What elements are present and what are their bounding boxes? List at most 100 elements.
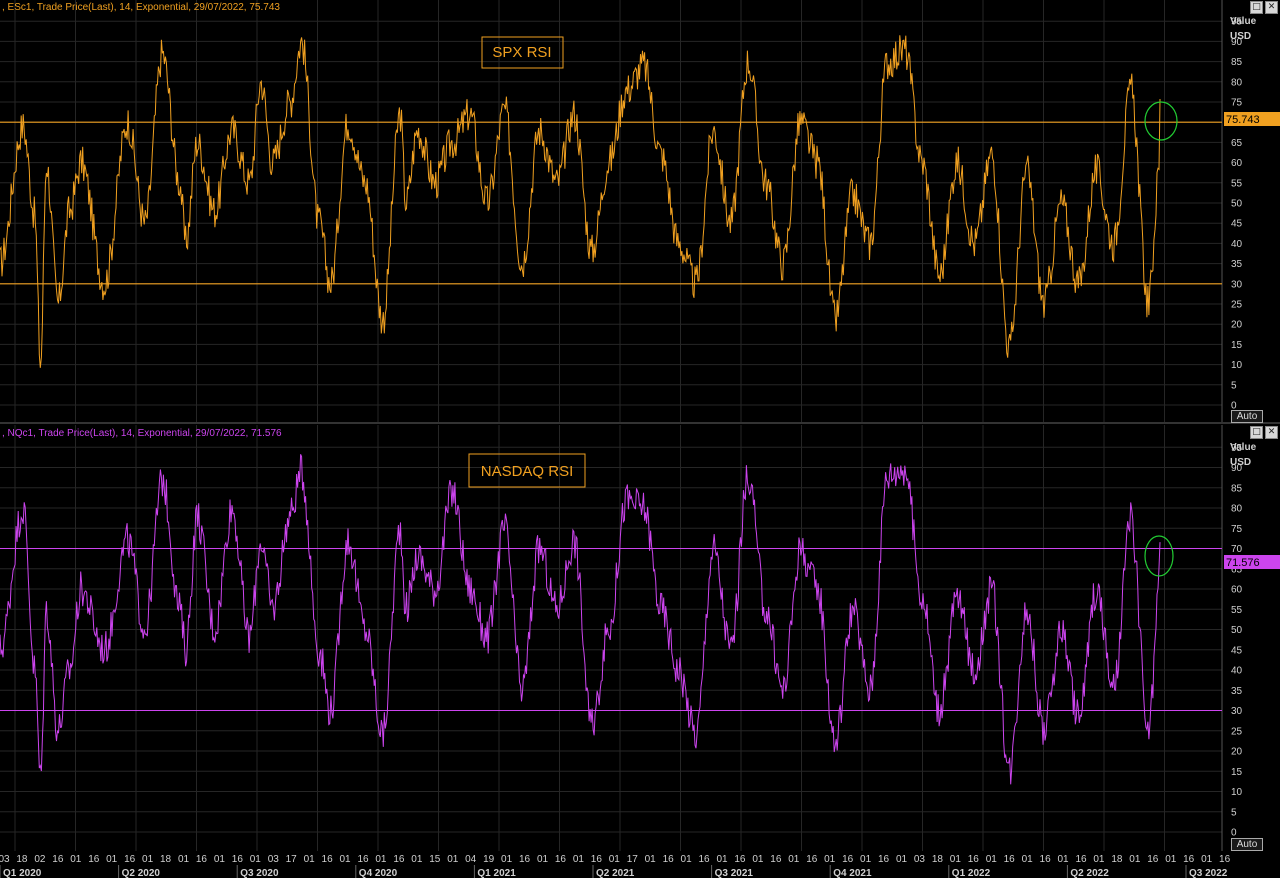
y-tick-label: 0 xyxy=(1231,828,1237,839)
x-tick-label: 17 xyxy=(627,854,639,865)
x-tick-label: 16 xyxy=(878,854,890,865)
x-tick-label: 16 xyxy=(1075,854,1087,865)
spx-last-value: 75.743 xyxy=(1226,114,1260,126)
x-tick-label: 01 xyxy=(645,854,657,865)
nasdaq-maximize-icon[interactable]: □ xyxy=(1250,426,1263,439)
x-tick-label: 01 xyxy=(339,854,351,865)
y-tick-label: 85 xyxy=(1231,483,1243,494)
x-tick-label: 16 xyxy=(1219,854,1231,865)
y-tick-label: 45 xyxy=(1231,219,1243,230)
y-tick-label: 25 xyxy=(1231,300,1243,311)
x-tick-label: 01 xyxy=(752,854,764,865)
x-tick-label: 19 xyxy=(483,854,495,865)
x-period-label: Q3 2022 xyxy=(1189,868,1228,878)
spx-auto-button[interactable]: Auto xyxy=(1231,410,1263,423)
y-tick-label: 40 xyxy=(1231,666,1243,677)
y-tick-label: 50 xyxy=(1231,199,1243,210)
x-tick-label: 01 xyxy=(447,854,459,865)
spx-highlight-circle xyxy=(1144,101,1178,141)
y-tick-label: 75 xyxy=(1231,98,1243,109)
x-tick-label: 16 xyxy=(232,854,244,865)
y-tick-label: 65 xyxy=(1231,564,1243,575)
spx-axis-unit: USD xyxy=(1230,31,1251,42)
y-tick-label: 0 xyxy=(1231,401,1237,412)
y-tick-label: 60 xyxy=(1231,158,1243,169)
x-tick-label: 01 xyxy=(375,854,387,865)
nasdaq-close-icon[interactable]: ✕ xyxy=(1265,426,1278,439)
x-tick-label: 16 xyxy=(357,854,369,865)
x-tick-label: 18 xyxy=(160,854,172,865)
nasdaq-auto-button[interactable]: Auto xyxy=(1231,838,1263,851)
x-tick-label: 16 xyxy=(1183,854,1195,865)
x-tick-label: 16 xyxy=(196,854,208,865)
y-tick-label: 85 xyxy=(1231,57,1243,68)
nasdaq-last-value-badge xyxy=(1224,555,1280,569)
x-tick-label: 16 xyxy=(806,854,818,865)
y-tick-label: 95 xyxy=(1231,443,1243,454)
x-tick-label: 16 xyxy=(842,854,854,865)
x-tick-label: 01 xyxy=(501,854,513,865)
y-tick-label: 55 xyxy=(1231,178,1243,189)
y-tick-label: 15 xyxy=(1231,340,1243,351)
y-tick-label: 75 xyxy=(1231,524,1243,535)
x-tick-label: 03 xyxy=(914,854,926,865)
x-period-label: Q3 2020 xyxy=(240,868,279,878)
x-tick-label: 01 xyxy=(1057,854,1069,865)
x-tick-label: 01 xyxy=(142,854,154,865)
y-tick-label: 55 xyxy=(1231,605,1243,616)
x-tick-label: 01 xyxy=(860,854,872,865)
x-tick-label: 16 xyxy=(698,854,710,865)
y-tick-label: 70 xyxy=(1231,544,1243,555)
spx-axis-title: Value xyxy=(1230,16,1257,27)
x-tick-label: 16 xyxy=(1040,854,1052,865)
y-tick-label: 80 xyxy=(1231,504,1243,515)
x-period-label: Q2 2020 xyxy=(122,868,161,878)
x-tick-label: 01 xyxy=(1093,854,1105,865)
x-period-label: Q2 2022 xyxy=(1070,868,1109,878)
x-tick-label: 01 xyxy=(106,854,118,865)
x-tick-label: 01 xyxy=(986,854,998,865)
x-tick-label: 01 xyxy=(1129,854,1141,865)
y-tick-label: 30 xyxy=(1231,279,1243,290)
spx-title-box xyxy=(481,36,564,69)
x-period-label: Q4 2020 xyxy=(359,868,398,878)
x-tick-label: 16 xyxy=(52,854,64,865)
spx-maximize-icon[interactable]: □ xyxy=(1250,1,1263,14)
y-tick-label: 35 xyxy=(1231,686,1243,697)
x-tick-label: 01 xyxy=(304,854,316,865)
nasdaq-rsi-panel: 0 5 10 15 20 25 30 35 40 45 50 55 60 65 70 75 80 85 90 95 xyxy=(0,425,1243,851)
spx-close-icon[interactable]: ✕ xyxy=(1265,1,1278,14)
x-tick-label: 16 xyxy=(968,854,980,865)
x-period-label: Q1 2021 xyxy=(477,868,516,878)
x-tick-label: 01 xyxy=(178,854,190,865)
x-tick-label: 01 xyxy=(250,854,262,865)
x-tick-label: 01 xyxy=(824,854,836,865)
x-tick-label: 16 xyxy=(555,854,567,865)
y-tick-label: 50 xyxy=(1231,625,1243,636)
spx-last-value-badge xyxy=(1224,112,1280,126)
y-tick-label: 65 xyxy=(1231,138,1243,149)
x-tick-label: 01 xyxy=(1165,854,1177,865)
x-tick-label: 18 xyxy=(1111,854,1123,865)
x-tick-label: 04 xyxy=(465,854,477,865)
x-tick-label: 16 xyxy=(591,854,603,865)
x-tick-label: 16 xyxy=(663,854,675,865)
x-tick-label: 16 xyxy=(734,854,746,865)
x-tick-label: 01 xyxy=(681,854,693,865)
x-tick-label: 16 xyxy=(322,854,334,865)
x-tick-label: 01 xyxy=(1201,854,1213,865)
nasdaq-header: , NQc1, Trade Price(Last), 14, Exponenti… xyxy=(2,428,282,439)
spx-header: , ESc1, Trade Price(Last), 14, Exponenti… xyxy=(2,2,280,13)
x-tick-label: 18 xyxy=(16,854,28,865)
x-period-label: Q4 2021 xyxy=(833,868,872,878)
x-tick-label: 01 xyxy=(573,854,585,865)
x-period-label: Q1 2022 xyxy=(952,868,991,878)
y-tick-label: 95 xyxy=(1231,17,1243,28)
x-period-label: Q2 2021 xyxy=(596,868,635,878)
rsi-series-line xyxy=(0,35,1161,368)
y-tick-label: 80 xyxy=(1231,77,1243,88)
rsi-series-line xyxy=(0,454,1161,785)
y-tick-label: 30 xyxy=(1231,706,1243,717)
